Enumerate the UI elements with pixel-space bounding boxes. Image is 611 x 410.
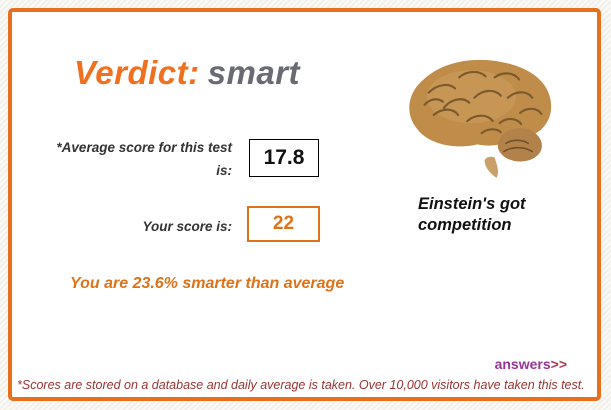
comparison-text: You are 23.6% smarter than average	[70, 275, 345, 292]
footer-note: *Scores are stored on a database and dai…	[17, 378, 585, 392]
average-score-value: 17.8	[263, 146, 305, 169]
answers-link-text[interactable]: answers	[494, 356, 551, 372]
result-card: Verdict: smart *Average score for this te…	[8, 8, 601, 401]
average-score-box: 17.8	[249, 139, 319, 177]
verdict-heading: Verdict: smart	[74, 54, 300, 92]
your-score-value: 22	[272, 213, 295, 234]
brain-caption: Einstein's got competition	[418, 195, 526, 234]
your-score-label: Your score is:	[142, 219, 232, 234]
verdict-value: smart	[207, 54, 301, 91]
brain-image	[398, 52, 566, 184]
average-score-label: *Average score for this test is:	[56, 140, 232, 178]
brain-icon	[409, 59, 552, 178]
answers-link-arrows[interactable]: >>	[550, 356, 567, 372]
verdict-label: Verdict:	[74, 54, 200, 91]
answers-link[interactable]: answers>>	[495, 356, 567, 372]
your-score-box: 22	[247, 206, 320, 242]
